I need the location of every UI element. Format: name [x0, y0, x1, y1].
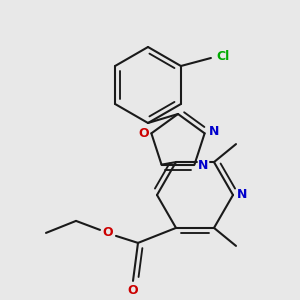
Text: O: O: [128, 284, 138, 297]
Text: Cl: Cl: [216, 50, 230, 62]
Text: N: N: [237, 188, 247, 202]
Text: N: N: [198, 159, 208, 172]
Text: N: N: [208, 125, 219, 138]
Text: O: O: [138, 127, 149, 140]
Text: O: O: [103, 226, 113, 239]
